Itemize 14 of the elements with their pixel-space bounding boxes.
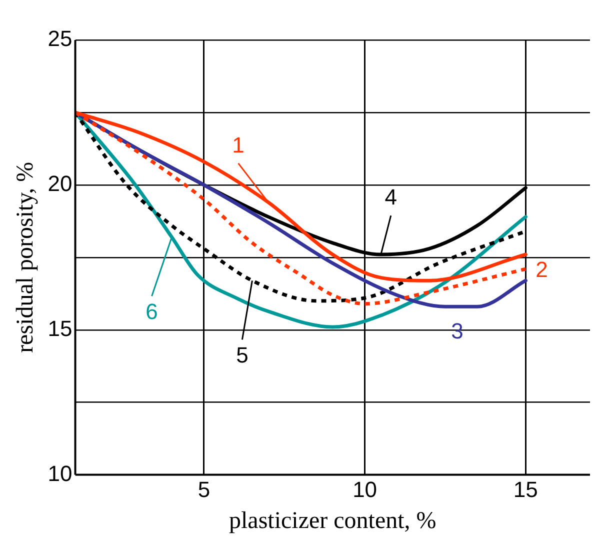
y-axis-title: residual porosity, % [12, 162, 39, 353]
x-tick-label: 15 [513, 477, 538, 502]
y-tick-label: 15 [48, 316, 72, 341]
x-tick-label: 10 [352, 477, 378, 502]
series-label: 1 [232, 132, 244, 158]
text: 4 [384, 184, 398, 210]
series-label: 2 [536, 257, 548, 282]
y-tick-label: 20 [48, 170, 72, 196]
x-tick-label: 5 [198, 477, 210, 502]
x-axis-title: plasticizer content, % [229, 508, 436, 534]
text: 5 [236, 342, 248, 368]
y-tick-label: 10 [48, 460, 72, 486]
y-tick-label: 25 [48, 26, 72, 52]
text: 6 [146, 299, 158, 324]
